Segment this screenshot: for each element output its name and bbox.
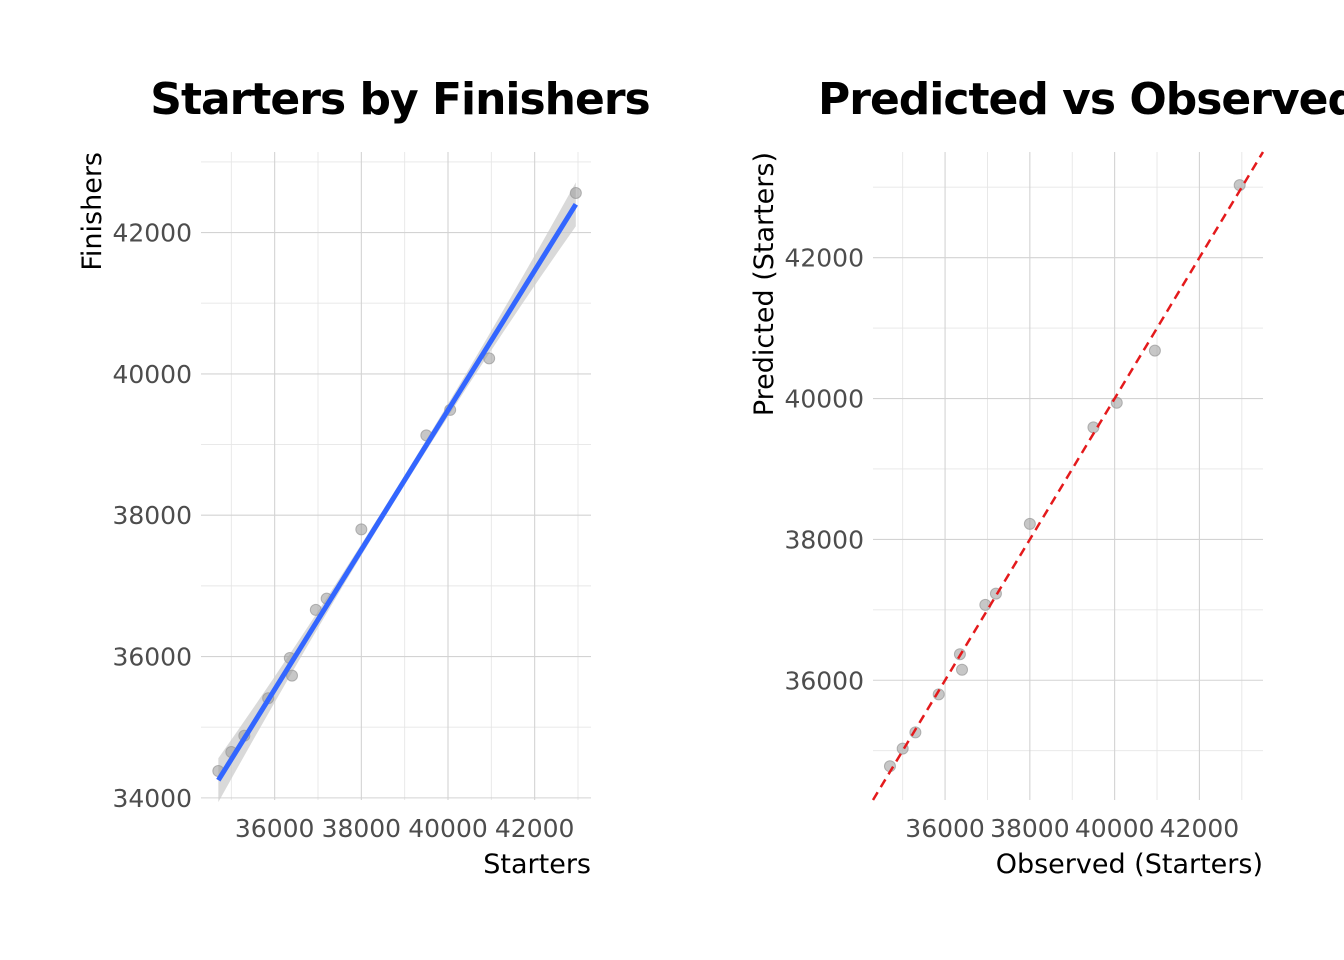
y-tick-label: 38000 bbox=[784, 525, 864, 554]
chart-panel-predicted-vs-observed: Predicted vs Observed 36000 38000 40000 420… bbox=[749, 74, 1344, 880]
regression-line bbox=[216, 202, 578, 782]
y-tick-label: 42000 bbox=[784, 244, 864, 273]
data-point bbox=[569, 186, 582, 199]
gridlines bbox=[873, 152, 1263, 800]
chart-panel-starters-by-finishers: Starters by Finishers 36000 38000 40000 420… bbox=[77, 74, 651, 880]
x-tick-label: 38000 bbox=[322, 814, 402, 843]
data-point bbox=[355, 523, 368, 536]
data-point bbox=[1087, 421, 1100, 434]
x-tick-label: 40000 bbox=[1075, 814, 1155, 843]
chart-title: Starters by Finishers bbox=[150, 74, 649, 125]
x-tick-labels: 36000 38000 40000 42000 bbox=[235, 814, 575, 843]
y-axis-label: Finishers bbox=[77, 152, 108, 271]
x-tick-label: 42000 bbox=[1160, 814, 1240, 843]
x-axis-label: Observed (Starters) bbox=[996, 849, 1263, 880]
data-point bbox=[286, 669, 298, 682]
data-point bbox=[1148, 344, 1161, 357]
data-point bbox=[1023, 517, 1036, 530]
data-point bbox=[956, 663, 969, 676]
identity-line bbox=[871, 151, 1265, 801]
fit-line bbox=[216, 202, 578, 782]
data-point bbox=[1110, 396, 1123, 409]
y-tick-labels: 34000 36000 38000 40000 42000 bbox=[112, 219, 192, 813]
y-tick-label: 40000 bbox=[112, 360, 192, 389]
gridlines bbox=[201, 152, 591, 800]
x-tick-label: 36000 bbox=[905, 814, 985, 843]
y-tick-label: 36000 bbox=[784, 666, 864, 695]
y-tick-label: 34000 bbox=[112, 784, 192, 813]
y-tick-label: 40000 bbox=[784, 385, 864, 414]
y-tick-label: 38000 bbox=[112, 501, 192, 530]
y-axis-label: Predicted (Starters) bbox=[749, 152, 780, 416]
x-tick-label: 38000 bbox=[990, 814, 1070, 843]
x-axis-label: Starters bbox=[483, 849, 591, 880]
y-tick-label: 42000 bbox=[112, 219, 192, 248]
x-tick-labels: 36000 38000 40000 42000 bbox=[905, 814, 1239, 843]
y-tick-label: 36000 bbox=[112, 643, 192, 672]
x-tick-label: 42000 bbox=[495, 814, 575, 843]
identity-reference-line bbox=[871, 151, 1265, 801]
x-tick-label: 36000 bbox=[235, 814, 315, 843]
x-tick-label: 40000 bbox=[408, 814, 488, 843]
data-point bbox=[483, 352, 496, 365]
data-points bbox=[883, 179, 1246, 773]
y-tick-labels: 36000 38000 40000 42000 bbox=[784, 244, 864, 696]
chart-title: Predicted vs Observed bbox=[818, 74, 1344, 125]
